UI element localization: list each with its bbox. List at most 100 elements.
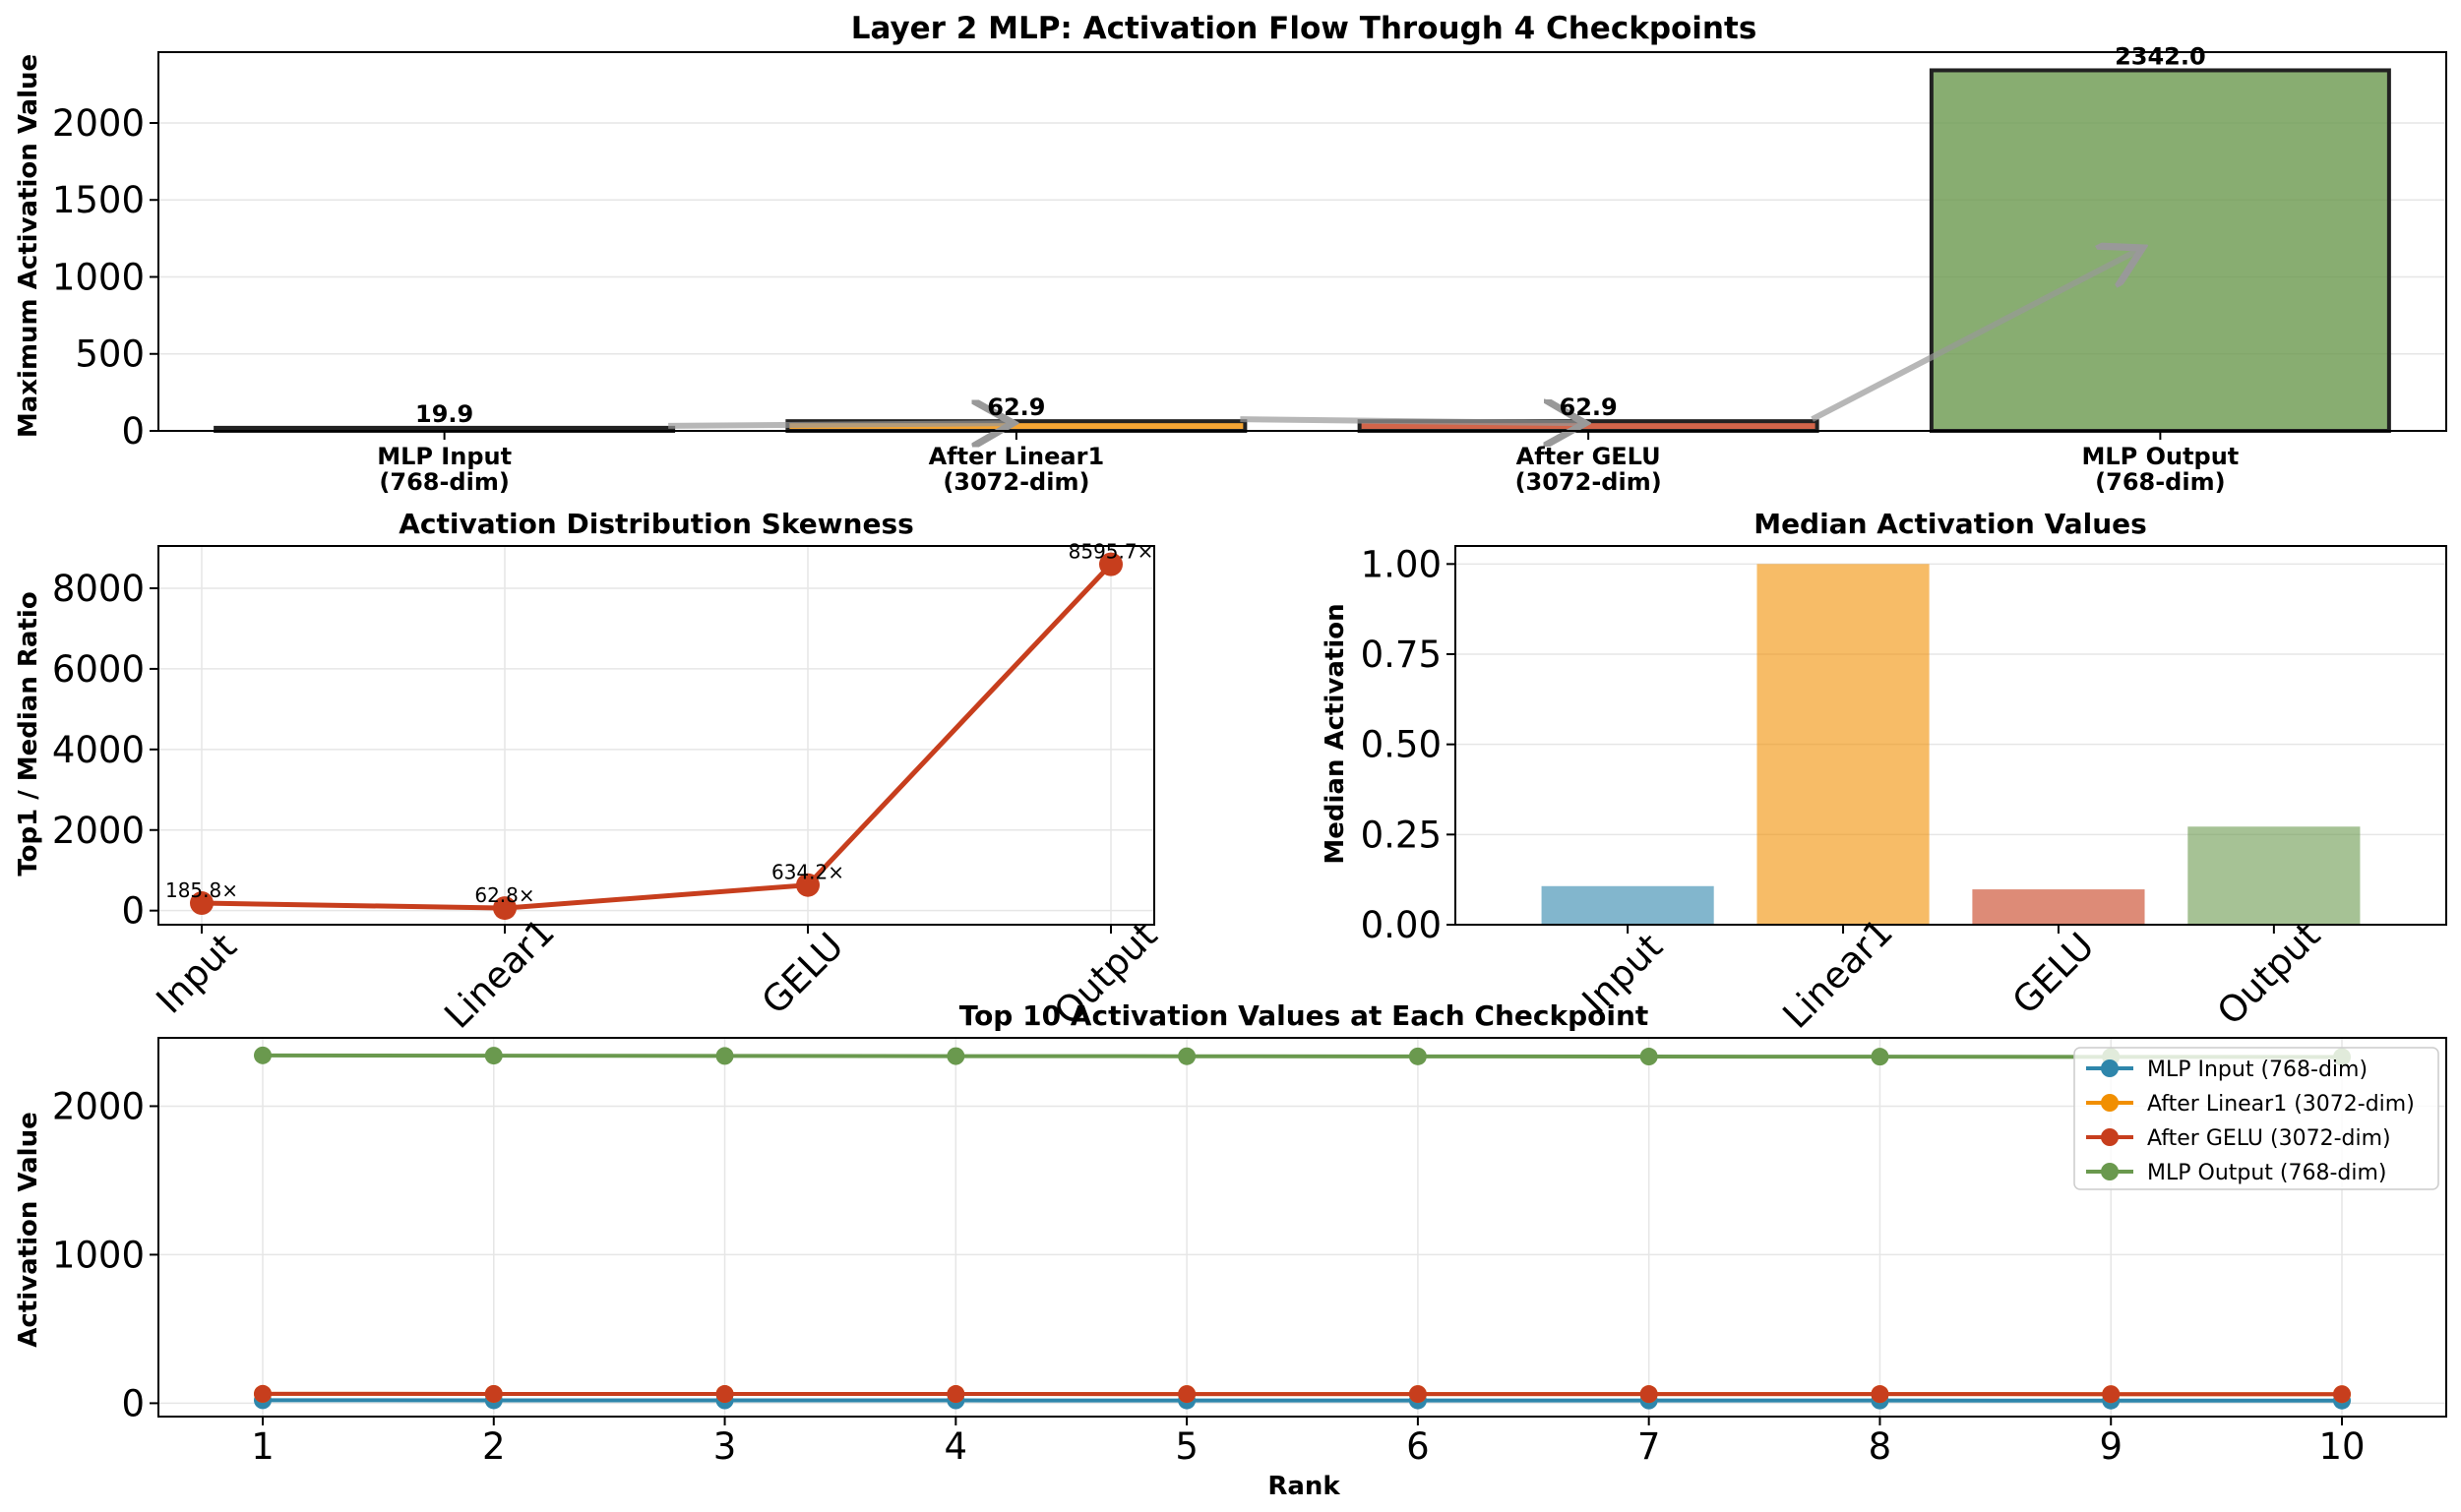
data-point [2333, 1385, 2351, 1404]
ytick-label: 2000 [52, 1085, 145, 1127]
data-point [1178, 1385, 1197, 1404]
xtick-label: After Linear1 [929, 443, 1105, 470]
xtick-label: 5 [1175, 1425, 1199, 1468]
median-bars [1541, 564, 2361, 925]
legend-label: After Linear1 (3072-dim) [2147, 1092, 2415, 1117]
data-point [254, 1046, 272, 1064]
bar [2187, 826, 2361, 925]
top10-xlabel: Rank [1267, 1472, 1340, 1501]
skewness-series-line [201, 562, 1113, 911]
value-label: 62.9 [1560, 393, 1618, 421]
data-point [1871, 1385, 1889, 1404]
data-point [484, 1047, 503, 1065]
skewness-point-labels: 185.8× 62.8× 634.2× 8595.7× [165, 540, 1153, 907]
data-point [947, 1047, 965, 1065]
data-point [715, 1047, 734, 1065]
xtick-label: Input [149, 926, 245, 1022]
flow-arrow [1811, 251, 2138, 422]
data-point [254, 1384, 272, 1403]
bar [1756, 564, 1930, 925]
data-point [1099, 552, 1123, 576]
max-activation-xticks: MLP Input(768-dim)After Linear1(3072-dim… [377, 431, 2239, 496]
top10-series [254, 1046, 2351, 1410]
ytick-label: 0.50 [1361, 724, 1442, 766]
xtick-label: 7 [1637, 1425, 1661, 1468]
legend-swatch-marker [2101, 1094, 2119, 1112]
bar [1972, 889, 2145, 925]
xtick-label: 4 [945, 1425, 968, 1468]
max-activation-frame [157, 51, 2447, 432]
median-yticks: 0.00 0.25 0.50 0.75 1.00 [1361, 543, 1455, 946]
flow-arrow [1240, 419, 1578, 423]
data-point [715, 1385, 734, 1404]
point-label: 634.2× [771, 861, 844, 884]
ytick-label: 0.75 [1361, 634, 1442, 676]
ytick-label: 0 [121, 410, 145, 453]
data-point [1871, 1048, 1889, 1066]
xtick-label: (768-dim) [379, 468, 509, 496]
legend-label: After GELU (3072-dim) [2147, 1126, 2391, 1151]
value-label: 62.9 [987, 393, 1045, 421]
bar [1929, 68, 2391, 434]
skewness-line [190, 552, 1123, 921]
value-label: 19.9 [415, 400, 473, 428]
xtick-label: GELU [2004, 925, 2103, 1023]
skewness-frame [157, 545, 1155, 926]
top10-frame [157, 1037, 2447, 1418]
median-title: Median Activation Values [1753, 508, 2147, 540]
max-activation-value-labels: 19.9 62.9 62.9 2342.0 [415, 42, 2206, 427]
ytick-label: 0.25 [1361, 814, 1442, 856]
top10-legend: MLP Input (768-dim) After Linear1 (3072-d… [2073, 1047, 2439, 1190]
median-chart: Median Activation Values Median Activati… [1321, 508, 2447, 1037]
ytick-label: 6000 [52, 648, 145, 691]
legend-swatch-marker [2101, 1059, 2119, 1077]
ytick-label: 1500 [52, 179, 145, 221]
ytick-label: 0.00 [1361, 904, 1442, 946]
xtick-label: 6 [1406, 1425, 1430, 1468]
top10-ylabel: Activation Value [14, 1112, 43, 1347]
max-activation-ylabel: Maximum Activation Value [14, 54, 43, 438]
series-line [262, 1053, 2343, 1059]
xtick-label: After GELU [1516, 443, 1661, 470]
ytick-label: 8000 [52, 568, 145, 610]
skewness-title: Activation Distribution Skewness [399, 508, 914, 540]
max-activation-title: Layer 2 MLP: Activation Flow Through 4 C… [851, 11, 1757, 46]
data-point [190, 891, 214, 916]
xtick-label: 10 [2318, 1425, 2365, 1468]
point-label: 62.8× [474, 883, 534, 907]
legend-label: MLP Output (768-dim) [2147, 1161, 2387, 1185]
flow-arrow [668, 423, 1007, 426]
legend-swatch-marker [2101, 1163, 2119, 1180]
skewness-grid [158, 546, 1154, 925]
ytick-label: 1.00 [1361, 543, 1442, 585]
top10-xticks: 1 2 3 4 5 6 7 8 9 10 [251, 1417, 2366, 1468]
xtick-label: Linear1 [1775, 911, 1901, 1037]
ytick-label: 4000 [52, 729, 145, 771]
value-label: 2342.0 [2115, 42, 2206, 70]
ytick-label: 2000 [52, 102, 145, 145]
data-point [1639, 1048, 1658, 1066]
skewness-ylabel: Top1 / Median Ratio [14, 591, 43, 876]
xtick-label: 1 [251, 1425, 275, 1468]
top10-grid [158, 1038, 2446, 1417]
data-point [1408, 1047, 1427, 1065]
ytick-label: 0 [121, 1382, 145, 1424]
ytick-label: 500 [75, 333, 145, 376]
max-activation-bars [214, 68, 2391, 434]
max-activation-yticks: 0 500 1000 1500 2000 [52, 102, 158, 453]
data-point [796, 873, 820, 897]
data-point [484, 1384, 503, 1403]
xtick-label: 2 [482, 1425, 506, 1468]
skewness-yticks: 0 2000 4000 6000 8000 [52, 568, 158, 933]
data-point [1639, 1385, 1658, 1404]
point-label: 8595.7× [1069, 540, 1154, 564]
xtick-label: Linear1 [437, 911, 563, 1037]
data-point [2102, 1385, 2121, 1404]
legend-swatch-marker [2101, 1128, 2119, 1146]
xtick-label: MLP Input [377, 443, 512, 470]
top10-title: Top 10 Activation Values at Each Checkpo… [959, 999, 1649, 1032]
xtick-label: 8 [1869, 1425, 1892, 1468]
xtick-label: MLP Output [2081, 443, 2239, 470]
data-point [947, 1385, 965, 1404]
legend-box [2073, 1047, 2439, 1190]
